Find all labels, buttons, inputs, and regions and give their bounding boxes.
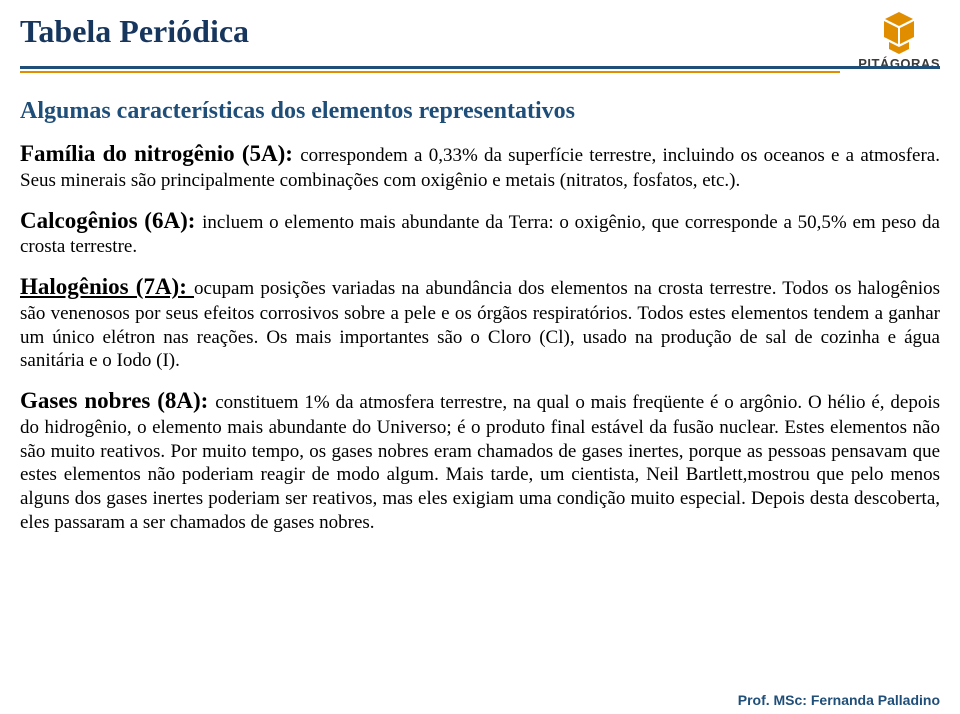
header-rule (20, 66, 940, 73)
lead-gases: Gases nobres (8A): (20, 388, 215, 413)
footer-credit: Prof. MSc: Fernanda Palladino (738, 692, 940, 708)
rule-blue (20, 66, 940, 69)
lead-nitrogenio: Família do nitrogênio (5A): (20, 141, 300, 166)
content: Algumas características dos elementos re… (20, 82, 940, 535)
brand-logo: PITÁGORAS (858, 10, 940, 71)
subtitle: Algumas características dos elementos re… (20, 96, 940, 126)
section-gases: Gases nobres (8A): constituem 1% da atmo… (20, 387, 940, 535)
section-calcogenios: Calcogênios (6A): incluem o elemento mai… (20, 207, 940, 260)
lead-calcogenios: Calcogênios (6A): (20, 208, 202, 233)
body-gases: constituem 1% da atmosfera terrestre, na… (20, 392, 940, 533)
cube-icon (871, 10, 927, 54)
section-halogenios: Halogênios (7A): ocupam posições variada… (20, 273, 940, 373)
slide: Tabela Periódica PITÁGORAS Algumas carac… (0, 0, 960, 714)
page-title: Tabela Periódica (20, 10, 940, 49)
rule-gold (20, 71, 840, 73)
header: Tabela Periódica PITÁGORAS (20, 10, 940, 82)
section-nitrogenio: Família do nitrogênio (5A): correspondem… (20, 140, 940, 193)
lead-halogenios: Halogênios (7A): (20, 274, 194, 299)
